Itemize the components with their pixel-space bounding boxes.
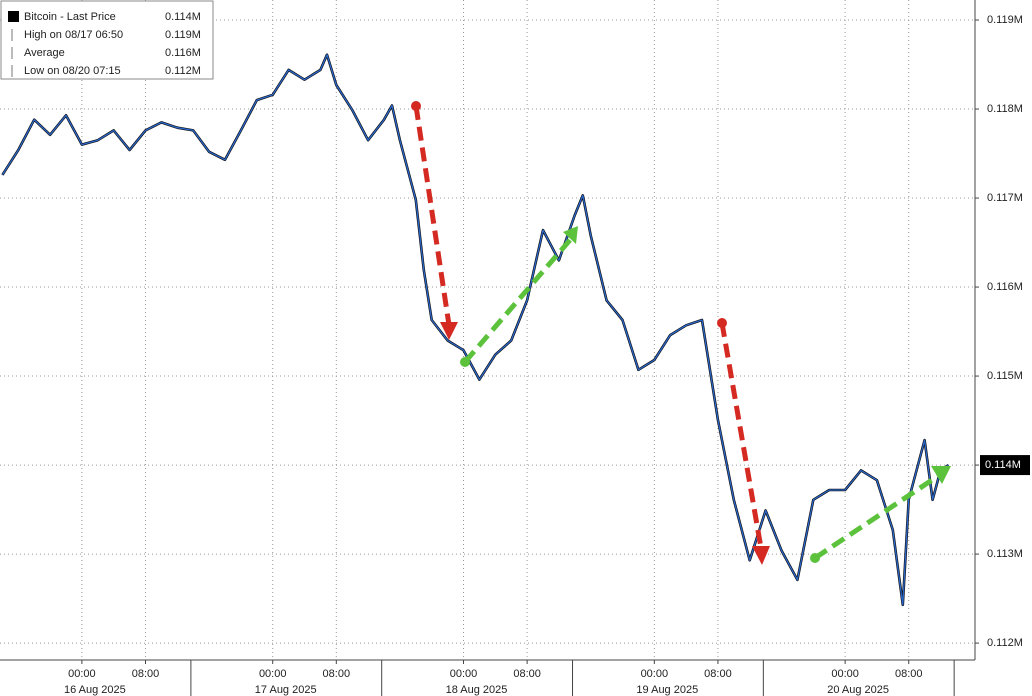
last-price-tag xyxy=(980,455,1030,476)
x-tick-label: 08:00 xyxy=(513,668,541,680)
arrow xyxy=(719,322,764,549)
arrow-head xyxy=(752,546,770,565)
legend-name: High on 08/17 06:50 xyxy=(24,29,123,41)
y-tick-label: 0.118M xyxy=(987,103,1023,115)
x-tick-label: 00:00 xyxy=(68,668,96,680)
arrow-dot xyxy=(810,553,820,563)
date-label: 18 Aug 2025 xyxy=(446,684,508,696)
date-label: 19 Aug 2025 xyxy=(636,684,698,696)
arrow xyxy=(463,238,572,364)
x-tick-label: 08:00 xyxy=(132,668,160,680)
arrow xyxy=(813,473,940,561)
legend-name: Low on 08/20 07:15 xyxy=(24,65,121,77)
price-line xyxy=(1,54,949,606)
arrow-dot xyxy=(460,357,470,367)
arrow-dot xyxy=(717,318,727,328)
plot xyxy=(1,53,950,607)
date-label: 20 Aug 2025 xyxy=(827,684,889,696)
legend-value: 0.116M xyxy=(165,47,201,59)
annotations xyxy=(411,101,951,565)
arrow-head xyxy=(931,466,951,484)
legend-name: Bitcoin - Last Price xyxy=(24,11,116,23)
x-tick-label: 00:00 xyxy=(831,668,859,680)
arrow-head xyxy=(440,322,458,340)
legend: Bitcoin - Last Price 0.114M High on 08/17 … xyxy=(0,0,214,80)
y-tick-label: 0.119M xyxy=(987,14,1023,26)
x-tick-label: 00:00 xyxy=(259,668,287,680)
x-tick-label: 00:00 xyxy=(450,668,478,680)
y-tick-label: 0.117M xyxy=(987,192,1023,204)
x-tick-label: 00:00 xyxy=(641,668,669,680)
x-tick-label: 08:00 xyxy=(323,668,351,680)
legend-name: Average xyxy=(24,47,65,59)
legend-swatch xyxy=(8,11,19,22)
x-tick-label: 08:00 xyxy=(704,668,732,680)
legend-value: 0.114M xyxy=(165,11,201,23)
y-tick-label: 0.113M xyxy=(987,548,1023,560)
date-label: 17 Aug 2025 xyxy=(255,684,317,696)
arrow xyxy=(413,105,452,326)
legend-box xyxy=(0,0,214,80)
y-tick-label: 0.112M xyxy=(987,637,1023,649)
legend-value: 0.119M xyxy=(165,29,201,41)
y-tick-label: 0.115M xyxy=(987,370,1023,382)
x-tick-label: 08:00 xyxy=(895,668,923,680)
legend-value: 0.112M xyxy=(165,65,201,77)
arrow-dot xyxy=(411,101,421,111)
last-price-label: 0.114M xyxy=(985,459,1021,471)
date-label: 16 Aug 2025 xyxy=(64,684,126,696)
arrow-head xyxy=(563,226,578,244)
y-tick-label: 0.116M xyxy=(987,281,1023,293)
